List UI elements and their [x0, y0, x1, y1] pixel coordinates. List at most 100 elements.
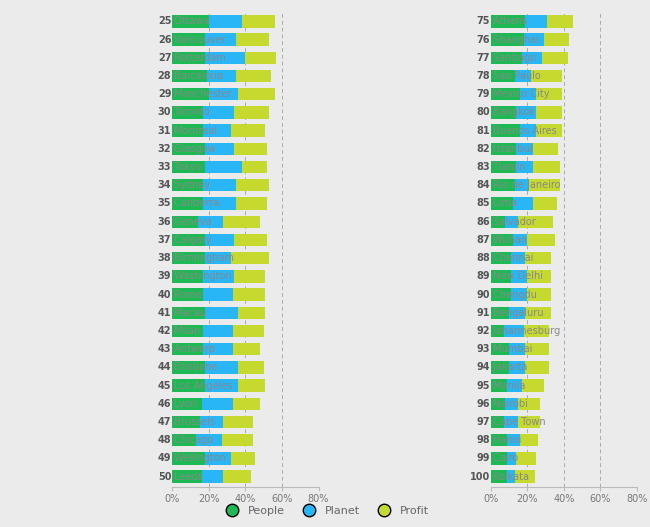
Text: 46: 46	[158, 399, 172, 409]
Text: 90: 90	[476, 289, 490, 299]
Bar	[525, 15, 547, 27]
Text: Canberra: Canberra	[172, 199, 220, 209]
Text: Chennai: Chennai	[490, 253, 533, 263]
Bar	[172, 471, 202, 483]
Text: 79: 79	[476, 89, 490, 99]
Bar	[205, 233, 235, 246]
Bar	[231, 124, 265, 137]
Text: Manila: Manila	[490, 380, 525, 391]
Bar	[203, 343, 233, 355]
Bar	[522, 379, 544, 392]
Bar	[203, 288, 233, 301]
Bar	[520, 124, 536, 137]
Bar	[491, 452, 507, 464]
Bar	[233, 325, 264, 337]
Bar	[491, 361, 509, 374]
Bar	[491, 88, 520, 101]
Text: Johannesburg: Johannesburg	[490, 326, 560, 336]
Bar	[202, 471, 224, 483]
Bar	[527, 288, 551, 301]
Bar	[491, 325, 504, 337]
Bar	[491, 416, 504, 428]
Bar	[518, 216, 553, 228]
Bar	[533, 161, 560, 173]
Bar	[222, 434, 253, 446]
Bar	[198, 216, 224, 228]
Text: Sydney: Sydney	[172, 180, 211, 190]
Text: 29: 29	[158, 89, 172, 99]
Bar	[507, 379, 522, 392]
Bar	[238, 307, 265, 319]
Bar	[172, 270, 203, 282]
Text: 37: 37	[158, 235, 172, 245]
Text: 78: 78	[476, 71, 490, 81]
Bar	[172, 179, 203, 191]
Bar	[522, 52, 542, 64]
Text: 43: 43	[158, 344, 172, 354]
Bar	[515, 471, 534, 483]
Bar	[536, 88, 562, 101]
Bar	[547, 15, 573, 27]
Text: Rio de Janeiro: Rio de Janeiro	[490, 180, 560, 190]
Bar	[491, 106, 516, 119]
Bar	[509, 307, 525, 319]
Bar	[172, 88, 209, 101]
Bar	[242, 15, 274, 27]
Bar	[525, 307, 551, 319]
Bar	[491, 397, 506, 410]
Bar	[516, 452, 536, 464]
Bar	[205, 452, 231, 464]
Text: New Delhi: New Delhi	[490, 271, 543, 281]
Bar	[207, 70, 236, 82]
Text: 76: 76	[476, 35, 490, 45]
Bar	[516, 106, 536, 119]
Bar	[504, 416, 518, 428]
Text: Cairo: Cairo	[490, 453, 518, 463]
Bar	[205, 361, 238, 374]
Text: Washington: Washington	[172, 271, 232, 281]
Bar	[172, 106, 203, 119]
Text: 45: 45	[158, 380, 172, 391]
Bar	[516, 143, 533, 155]
Text: Istanbul: Istanbul	[490, 144, 532, 154]
Text: 40: 40	[158, 289, 172, 299]
Text: 75: 75	[476, 16, 490, 26]
Bar	[172, 307, 205, 319]
Bar	[506, 216, 518, 228]
Bar	[511, 270, 527, 282]
Bar	[235, 270, 265, 282]
Text: Wuhan: Wuhan	[490, 235, 527, 245]
Text: 98: 98	[476, 435, 490, 445]
Bar	[516, 161, 533, 173]
Bar	[172, 434, 196, 446]
Text: 82: 82	[476, 144, 490, 154]
Text: Lyon: Lyon	[172, 399, 197, 409]
Text: 41: 41	[158, 308, 172, 318]
Bar	[238, 361, 264, 374]
Text: Rome: Rome	[172, 289, 202, 299]
Bar	[203, 179, 236, 191]
Bar	[491, 233, 513, 246]
Text: Salvador: Salvador	[490, 217, 536, 227]
Text: Antwerp: Antwerp	[172, 344, 215, 354]
Text: 83: 83	[476, 162, 490, 172]
Bar	[509, 343, 525, 355]
Bar	[524, 34, 544, 46]
Text: Leeds: Leeds	[172, 472, 203, 482]
Text: 39: 39	[158, 271, 172, 281]
Text: 100: 100	[469, 472, 490, 482]
Text: 77: 77	[476, 53, 490, 63]
Bar	[515, 179, 529, 191]
Text: 35: 35	[158, 199, 172, 209]
Bar	[196, 434, 222, 446]
Bar	[491, 434, 507, 446]
Text: Mexico City: Mexico City	[490, 89, 549, 99]
Bar	[536, 124, 562, 137]
Bar	[205, 34, 236, 46]
Text: 92: 92	[476, 326, 490, 336]
Text: 44: 44	[158, 363, 172, 373]
Text: Milan: Milan	[172, 326, 201, 336]
Text: Chengdu: Chengdu	[490, 289, 537, 299]
Bar	[172, 124, 203, 137]
Text: Jakarta: Jakarta	[490, 363, 527, 373]
